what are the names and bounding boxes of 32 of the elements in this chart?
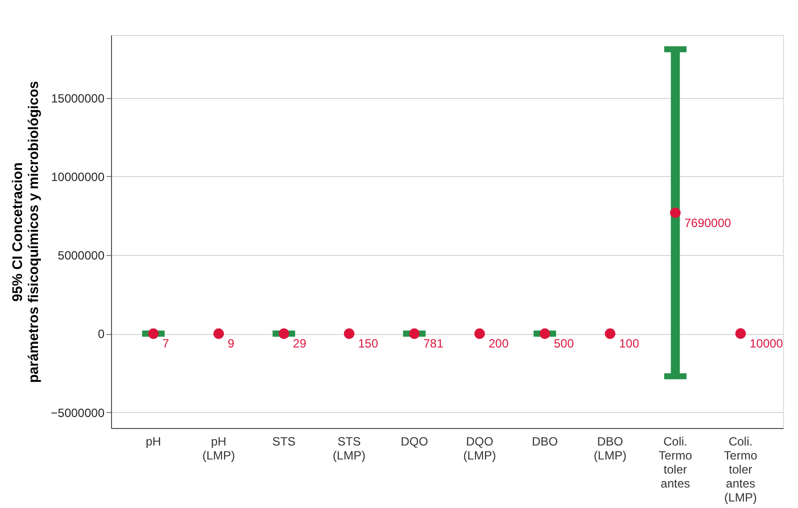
y-tick-label: 10000000 — [51, 170, 105, 184]
data-label: 7690000 — [684, 216, 732, 230]
x-tick-label: Coli. Termotolerantes (LMP) — [724, 434, 758, 504]
point — [735, 328, 746, 339]
data-label: 29 — [292, 336, 307, 351]
x-tick-label: DQO (LMP) — [463, 434, 496, 462]
data-label: 200 — [488, 336, 509, 351]
y-tick-label: 15000000 — [51, 91, 105, 106]
y-tick-label: 0 — [98, 327, 105, 342]
y-tick-label: 5000000 — [58, 248, 105, 263]
point — [213, 328, 224, 339]
x-tick-label: pH — [146, 434, 162, 448]
y-tick-label: −5000000 — [50, 406, 105, 420]
data-label: 7 — [162, 336, 170, 351]
point — [474, 328, 485, 339]
x-tick-label: DBO — [532, 434, 558, 448]
point — [604, 328, 616, 339]
x-tick-label: DQO — [400, 434, 428, 448]
x-tick-label: pH (LMP) — [202, 434, 235, 462]
x-tick-label: Coli. Termotolerantes — [658, 434, 692, 490]
x-tick-label: STS — [272, 434, 296, 448]
x-tick-label: DBO (LMP) — [594, 434, 626, 462]
y-axis-title: 95% CI Concetracion parámetros fisicoquímicos y microbiológicos — [8, 80, 41, 383]
data-label: 150 — [358, 336, 378, 351]
data-label: 500 — [554, 336, 574, 351]
x-tick-label: STS (LMP) — [332, 434, 366, 462]
point — [670, 208, 681, 218]
data-label: 9 — [228, 336, 235, 351]
point — [344, 328, 354, 339]
data-label: 10000 — [750, 336, 784, 351]
data-label: 100 — [619, 336, 640, 351]
data-label: 781 — [423, 336, 444, 351]
